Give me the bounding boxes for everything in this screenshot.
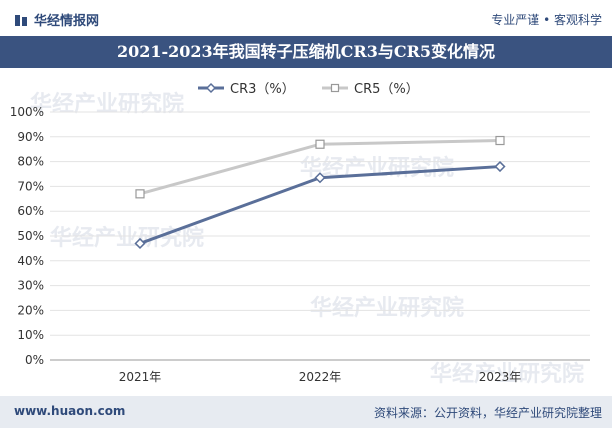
y-tick-label: 90%: [17, 130, 44, 144]
y-tick-label: 60%: [17, 204, 44, 218]
legend-label: CR3（%）: [230, 82, 295, 97]
brand-logo-icon: [15, 14, 27, 26]
top-bar: 华经情报网 专业严谨 • 客观科学: [0, 0, 612, 36]
watermark-text: 华经产业研究院: [30, 92, 185, 117]
legend: CR3（%） CR5（%）: [198, 82, 419, 97]
y-axis-ticks: 0% 10% 20% 30% 40% 50% 60% 70% 80% 90% 100%: [10, 105, 44, 367]
line-chart: 0%10%20%30%40%50%60%70%80%90%100% 2021年 2…: [10, 82, 590, 384]
legend-label: CR5（%）: [354, 82, 419, 97]
data-point: [314, 172, 326, 184]
watermark-text: 华经产业研究院: [430, 362, 585, 387]
brand: 华经情报网: [14, 10, 99, 29]
y-tick-label: 30%: [17, 279, 44, 293]
series-group: [134, 135, 506, 250]
y-tick-label: 10%: [17, 328, 44, 342]
data-point: [494, 160, 506, 173]
x-tick-label: 2021年: [119, 370, 162, 384]
data-point: [495, 135, 505, 146]
legend-marker: [205, 82, 217, 94]
x-tick-label: 2022年: [299, 370, 342, 384]
data-point: [134, 237, 146, 250]
y-tick-label: 70%: [17, 179, 44, 193]
footer: www.huaon.com 资料来源：公开资料，华经产业研究院整理: [0, 396, 612, 428]
y-tick-label: 100%: [10, 105, 44, 119]
x-tick-label: 2023年: [479, 370, 522, 384]
y-tick-label: 0%: [25, 353, 44, 367]
y-tick-label: 80%: [17, 155, 44, 169]
data-point: [135, 189, 145, 199]
chart-title: 2021-2023年我国转子压缩机CR3与CR5变化情况: [0, 36, 612, 68]
y-axis-gridlines: [50, 111, 590, 361]
brand-name: 华经情报网: [34, 14, 100, 29]
tagline: 专业严谨 • 客观科学: [491, 13, 602, 27]
y-tick-label: 50%: [17, 229, 44, 243]
footer-source: 资料来源：公开资料，华经产业研究院整理: [373, 406, 602, 420]
footer-url[interactable]: www.huaon.com: [14, 404, 126, 418]
x-axis-ticks: 2021年 2022年 2023年: [119, 370, 522, 384]
y-tick-label: 20%: [17, 303, 44, 317]
watermark-text: 华经产业研究院: [310, 296, 465, 321]
legend-marker: [330, 83, 340, 93]
y-tick-label: 40%: [17, 254, 44, 268]
data-point: [315, 139, 325, 149]
